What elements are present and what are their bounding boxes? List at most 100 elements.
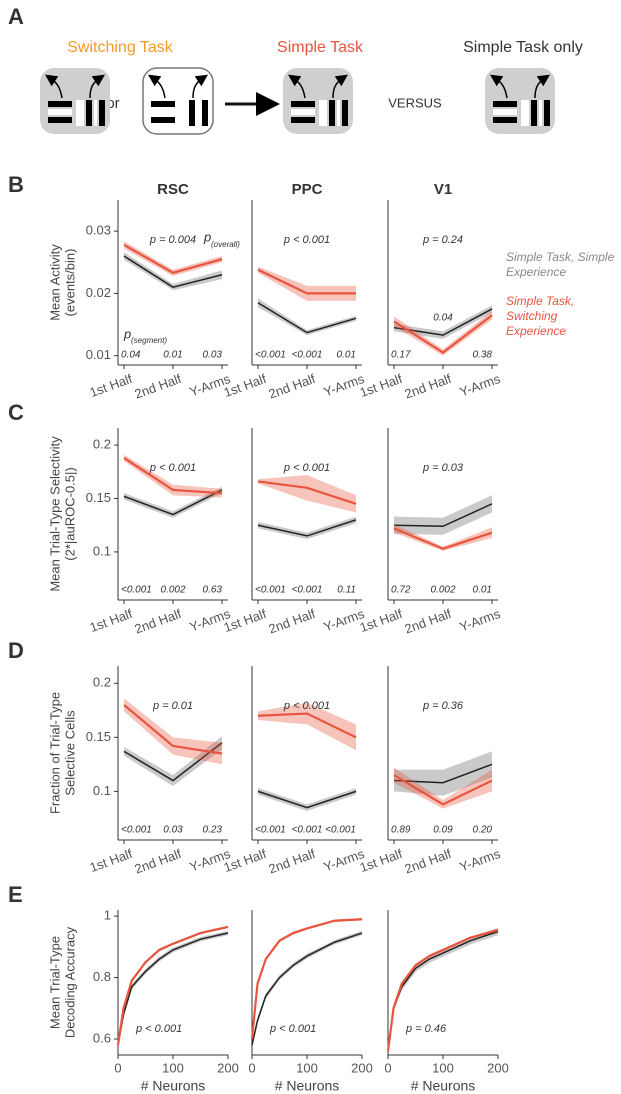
y-tick-label: 1 — [104, 908, 111, 923]
task-label: Simple Task only — [463, 39, 583, 56]
x-axis-label: # Neurons — [141, 1078, 206, 1094]
x-tick-label: 200 — [217, 1060, 239, 1075]
x-tick-label: 0 — [384, 1060, 391, 1075]
p-overall: p < 0.001 — [283, 700, 330, 712]
x-tick-label: 2nd Half — [133, 846, 184, 877]
x-tick-label: 100 — [296, 1060, 318, 1075]
p-segment: 0.89 — [391, 825, 411, 836]
x-axis-label: # Neurons — [275, 1078, 340, 1094]
series-line — [116, 925, 229, 1046]
series-line — [393, 314, 493, 354]
p-segment: 0.04 — [121, 350, 141, 361]
y-tick-label: 0.8 — [93, 969, 111, 984]
x-tick-label: 2nd Half — [403, 846, 454, 877]
p-segment: 0.63 — [203, 585, 223, 596]
series-line — [393, 308, 493, 336]
x-tick-label: 1st Half — [88, 371, 135, 400]
series-line — [393, 763, 493, 784]
y-tick-label: 0.02 — [86, 285, 111, 300]
series-line — [257, 268, 356, 295]
task-label: Switching Task — [67, 39, 174, 56]
p-segment: 0.17 — [391, 350, 411, 361]
p-overall: p = 0.24 — [422, 234, 463, 246]
y-tick-label: 0.2 — [93, 675, 111, 690]
p-segment: 0.01 — [473, 585, 492, 596]
versus-label: VERSUS — [388, 95, 442, 110]
x-tick-label: 2nd Half — [267, 371, 318, 402]
legend-entry: Simple Task, Switching Experience — [506, 294, 575, 338]
p-overall: p < 0.001 — [283, 462, 330, 474]
series-line — [257, 519, 357, 537]
p-overall: p = 0.01 — [152, 700, 193, 712]
legend-entry: Simple Task, Simple Experience — [506, 250, 615, 279]
y-tick-label: 0.2 — [93, 437, 111, 452]
p-segment: 0.38 — [473, 350, 493, 361]
panel-label: D — [8, 638, 24, 663]
x-tick-label: 100 — [162, 1060, 184, 1075]
error-band — [394, 751, 492, 796]
error-band — [252, 930, 362, 1049]
series-line — [123, 704, 223, 755]
x-tick-label: 2nd Half — [133, 606, 184, 637]
series-line — [123, 742, 223, 782]
series-line — [123, 255, 223, 288]
p-segment: <0.001 — [292, 350, 323, 361]
x-tick-label: 1st Half — [88, 846, 135, 875]
series-line — [393, 774, 493, 806]
error-band — [124, 736, 222, 786]
x-tick-label: 1st Half — [358, 606, 405, 635]
y-tick-label: 0.03 — [86, 223, 111, 238]
x-tick-label: 200 — [351, 1060, 373, 1075]
x-axis-label: # Neurons — [411, 1078, 476, 1094]
x-tick-label: 0 — [114, 1060, 121, 1075]
p-segment: <0.001 — [255, 825, 286, 836]
task-label: Simple Task — [277, 39, 364, 56]
x-tick-label: Y-Arms — [457, 846, 502, 875]
series-line — [117, 932, 229, 1046]
subplot-title: RSC — [157, 181, 189, 198]
x-tick-label: 1st Half — [222, 846, 269, 875]
x-tick-label: 2nd Half — [403, 371, 454, 402]
p-overall: p = 0.46 — [405, 1023, 447, 1035]
error-band — [394, 767, 492, 809]
p-segment: <0.001 — [292, 585, 323, 596]
series-line — [257, 712, 357, 739]
p-overall: p < 0.001 — [283, 234, 330, 246]
panel-label: B — [8, 172, 24, 197]
p-overall-key-sub: (overall) — [211, 240, 240, 249]
subplot-title: V1 — [434, 181, 452, 198]
error-band — [394, 305, 492, 339]
x-tick-label: 100 — [432, 1060, 454, 1075]
error-band — [258, 516, 356, 540]
x-tick-label: 1st Half — [358, 846, 405, 875]
task-icon — [142, 67, 214, 135]
p-segment-key: p — [123, 326, 131, 341]
series-line — [250, 918, 363, 1040]
p-overall: p < 0.001 — [135, 1023, 182, 1035]
p-segment: 0.23 — [203, 825, 223, 836]
error-band — [124, 486, 222, 518]
x-tick-label: 2nd Half — [133, 371, 184, 402]
x-tick-label: 0 — [248, 1060, 255, 1075]
y-tick-label: 0.15 — [86, 490, 111, 505]
series-line — [123, 243, 223, 275]
series-line — [257, 302, 357, 334]
error-band — [124, 698, 222, 765]
error-band — [258, 298, 356, 336]
p-segment: <0.001 — [121, 585, 152, 596]
p-segment: 0.01 — [163, 350, 182, 361]
y-tick-label: 0.1 — [93, 543, 111, 558]
p-segment: 0.20 — [473, 825, 493, 836]
p-segment: 0.03 — [203, 350, 223, 361]
subplot-title: PPC — [292, 181, 323, 198]
p-overall: p = 0.36 — [422, 700, 464, 712]
p-segment-key-sub: (segment) — [131, 336, 167, 345]
p-segment: <0.001 — [325, 825, 356, 836]
series-line — [393, 503, 493, 528]
p-overall: p < 0.001 — [149, 462, 196, 474]
x-tick-label: 200 — [487, 1060, 509, 1075]
p-segment: <0.001 — [255, 585, 286, 596]
y-axis-label: Decoding Accuracy — [62, 926, 77, 1038]
